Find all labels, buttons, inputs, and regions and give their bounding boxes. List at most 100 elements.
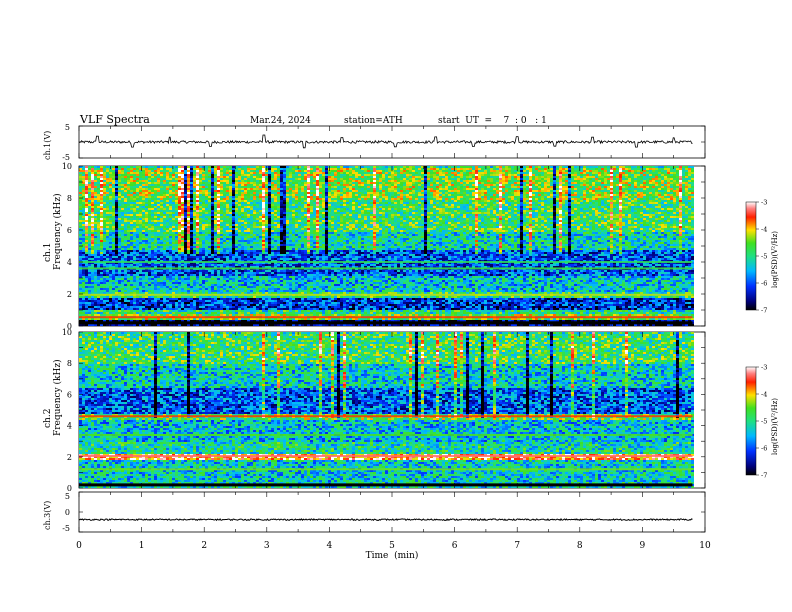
spectrogram-cell <box>229 198 232 200</box>
spectrogram-cell <box>214 220 217 222</box>
spectrogram-cell <box>112 198 115 200</box>
spectrogram-cell <box>229 216 232 218</box>
spectrogram-cell <box>121 222 124 224</box>
spectrogram-cell <box>124 234 127 236</box>
spectrogram-cell <box>208 170 211 172</box>
spectrogram-cell <box>94 208 97 210</box>
spectrogram-cell <box>139 250 142 252</box>
spectrogram-cell <box>100 302 103 304</box>
spectrogram-cell <box>163 224 166 226</box>
spectrogram-cell <box>220 276 223 278</box>
spectrogram-cell <box>238 292 241 294</box>
spectrogram-cell <box>160 214 163 216</box>
spectrogram-cell <box>115 278 118 280</box>
spectrogram-cell <box>154 246 157 248</box>
spectrogram-cell <box>229 224 232 226</box>
spectrogram-cell <box>142 188 145 190</box>
spectrogram-cell <box>181 176 184 178</box>
spectrogram-cell <box>187 210 190 212</box>
spectrogram-cell <box>229 296 232 298</box>
spectrogram-cell <box>121 308 124 310</box>
spectrogram-cell <box>100 178 103 180</box>
spectrogram-cell <box>163 300 166 302</box>
spectrogram-cell <box>223 248 226 250</box>
spectrogram-cell <box>172 194 175 196</box>
spectrogram-cell <box>100 174 103 176</box>
spectrogram-cell <box>127 172 130 174</box>
spectrogram-cell <box>145 180 148 182</box>
spectrogram-cell <box>169 270 172 272</box>
spectrogram-cell <box>163 218 166 220</box>
spectrogram-cell <box>235 202 238 204</box>
spectrogram-cell <box>157 218 160 220</box>
spectrogram-cell <box>100 280 103 282</box>
spectrogram-cell <box>136 284 139 286</box>
spectrogram-cell <box>142 192 145 194</box>
spectrogram-cell <box>106 246 109 248</box>
spectrogram-cell <box>79 216 82 218</box>
spectrogram-cell <box>238 172 241 174</box>
spectrogram-cell <box>118 192 121 194</box>
spectrogram-cell <box>175 228 178 230</box>
spectrogram-cell <box>163 238 166 240</box>
spectrogram-cell <box>112 312 115 314</box>
spectrogram-cell <box>88 192 91 194</box>
spectrogram-cell <box>127 226 130 228</box>
spectrogram-cell <box>142 174 145 176</box>
spectrogram-cell <box>202 242 205 244</box>
spectrogram-cell <box>100 252 103 254</box>
spectrogram-cell <box>100 234 103 236</box>
spectrogram-cell <box>172 204 175 206</box>
spectrogram-cell <box>103 248 106 250</box>
spectrogram-cell <box>166 178 169 180</box>
spectrogram-cell <box>211 194 214 196</box>
spectrogram-cell <box>163 180 166 182</box>
spectrogram-cell <box>235 254 238 256</box>
spectrogram-cell <box>205 198 208 200</box>
spectrogram-cell <box>175 256 178 258</box>
spectrogram-cell <box>94 246 97 248</box>
spectrogram-cell <box>229 270 232 272</box>
spectrogram-cell <box>112 256 115 258</box>
spectrogram-cell <box>190 252 193 254</box>
spectrogram-cell <box>229 318 232 320</box>
spectrogram-cell <box>103 274 106 276</box>
spectrogram-cell <box>88 190 91 192</box>
spectrogram-cell <box>136 186 139 188</box>
spectrogram-cell <box>157 168 160 170</box>
spectrogram-cell <box>118 170 121 172</box>
spectrogram-cell <box>214 310 217 312</box>
spectrogram-cell <box>238 214 241 216</box>
spectrogram-cell <box>229 292 232 294</box>
spectrogram-cell <box>235 180 238 182</box>
spectrogram-cell <box>103 272 106 274</box>
spectrogram-cell <box>79 186 82 188</box>
spectrogram-cell <box>226 292 229 294</box>
spectrogram-cell <box>193 230 196 232</box>
spectrogram-cell <box>196 242 199 244</box>
spectrogram-cell <box>85 234 88 236</box>
spectrogram-cell <box>97 188 100 190</box>
spectrogram-cell <box>91 208 94 210</box>
spectrogram-cell <box>130 240 133 242</box>
spectrogram-cell <box>82 242 85 244</box>
spectrogram-cell <box>100 306 103 308</box>
spectrogram-cell <box>139 264 142 266</box>
spectrogram-cell <box>223 256 226 258</box>
spectrogram-cell <box>103 172 106 174</box>
spectrogram-cell <box>82 186 85 188</box>
spectrogram-cell <box>94 224 97 226</box>
spectrogram-cell <box>97 264 100 266</box>
spectrogram-cell <box>106 258 109 260</box>
spectrogram-cell <box>226 184 229 186</box>
spectrogram-cell <box>127 174 130 176</box>
spectrogram-cell <box>217 172 220 174</box>
spectrogram-cell <box>217 274 220 276</box>
spectrogram-cell <box>91 180 94 182</box>
spectrogram-cell <box>205 220 208 222</box>
spectrogram-cell <box>187 310 190 312</box>
spectrogram-cell <box>208 166 211 168</box>
spectrogram-cell <box>112 250 115 252</box>
spectrogram-cell <box>145 196 148 198</box>
spectrogram-cell <box>181 194 184 196</box>
